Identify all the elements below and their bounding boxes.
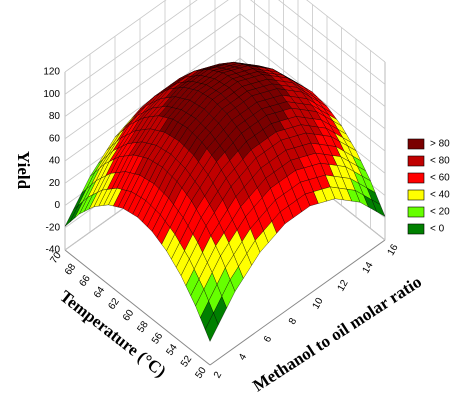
legend-label: < 20: [430, 207, 450, 218]
y-tick-label: 58: [135, 319, 151, 335]
floor-edge: [209, 239, 386, 366]
y-tick-label: 64: [92, 285, 108, 301]
x-tick-label: 14: [361, 260, 376, 276]
y-tick-label: 60: [121, 308, 137, 324]
x-tick-label: 4: [237, 352, 250, 363]
legend-label: > 80: [430, 139, 450, 150]
grid-line: [64, 0, 229, 117]
z-tick-label: -20: [46, 222, 61, 233]
surface-patch: [204, 312, 219, 342]
x-tick-label: 8: [287, 316, 300, 327]
floor-edge: [64, 249, 211, 366]
z-tick-label: 100: [43, 89, 60, 100]
legend-label: < 40: [430, 190, 450, 201]
y-tick-label: 54: [164, 342, 180, 358]
z-tick-label: 40: [49, 156, 61, 167]
grid-line: [64, 13, 241, 140]
y-tick-label: 68: [63, 262, 79, 278]
legend-swatch: [407, 138, 425, 150]
legend-swatch: [407, 189, 425, 201]
legend-label: < 0: [430, 224, 445, 235]
x-tick-label: 2: [212, 370, 225, 381]
y-tick-label: 52: [179, 354, 195, 370]
x-tick-label: 16: [386, 242, 401, 258]
y-tick-label: 66: [77, 273, 93, 289]
grid-line: [64, 0, 198, 95]
y-tick-label: 62: [106, 296, 122, 312]
x-tick-label: 10: [311, 296, 326, 312]
z-tick-label: 120: [43, 67, 60, 78]
x-tick-label: 6: [262, 334, 275, 345]
z-tick-label: 60: [49, 133, 61, 144]
legend-swatch: [407, 206, 425, 218]
legend-swatch: [407, 223, 425, 235]
z-tick-label: 0: [54, 200, 60, 211]
y-tick-label: 50: [193, 365, 209, 381]
y-tick-label: 56: [150, 331, 166, 347]
z-axis-title: Yield: [14, 151, 33, 190]
legend-swatch: [407, 155, 425, 167]
legend-label: < 80: [430, 156, 450, 167]
x-axis-title: Methanol to oil molar ratio: [249, 272, 425, 395]
legend-swatch: [407, 172, 425, 184]
x-tick-label: 12: [336, 278, 351, 294]
grid-line: [64, 0, 167, 73]
z-tick-label: -40: [46, 245, 61, 256]
z-tick-label: 80: [49, 111, 61, 122]
z-tick-label: 20: [49, 178, 61, 189]
legend-label: < 60: [430, 173, 450, 184]
